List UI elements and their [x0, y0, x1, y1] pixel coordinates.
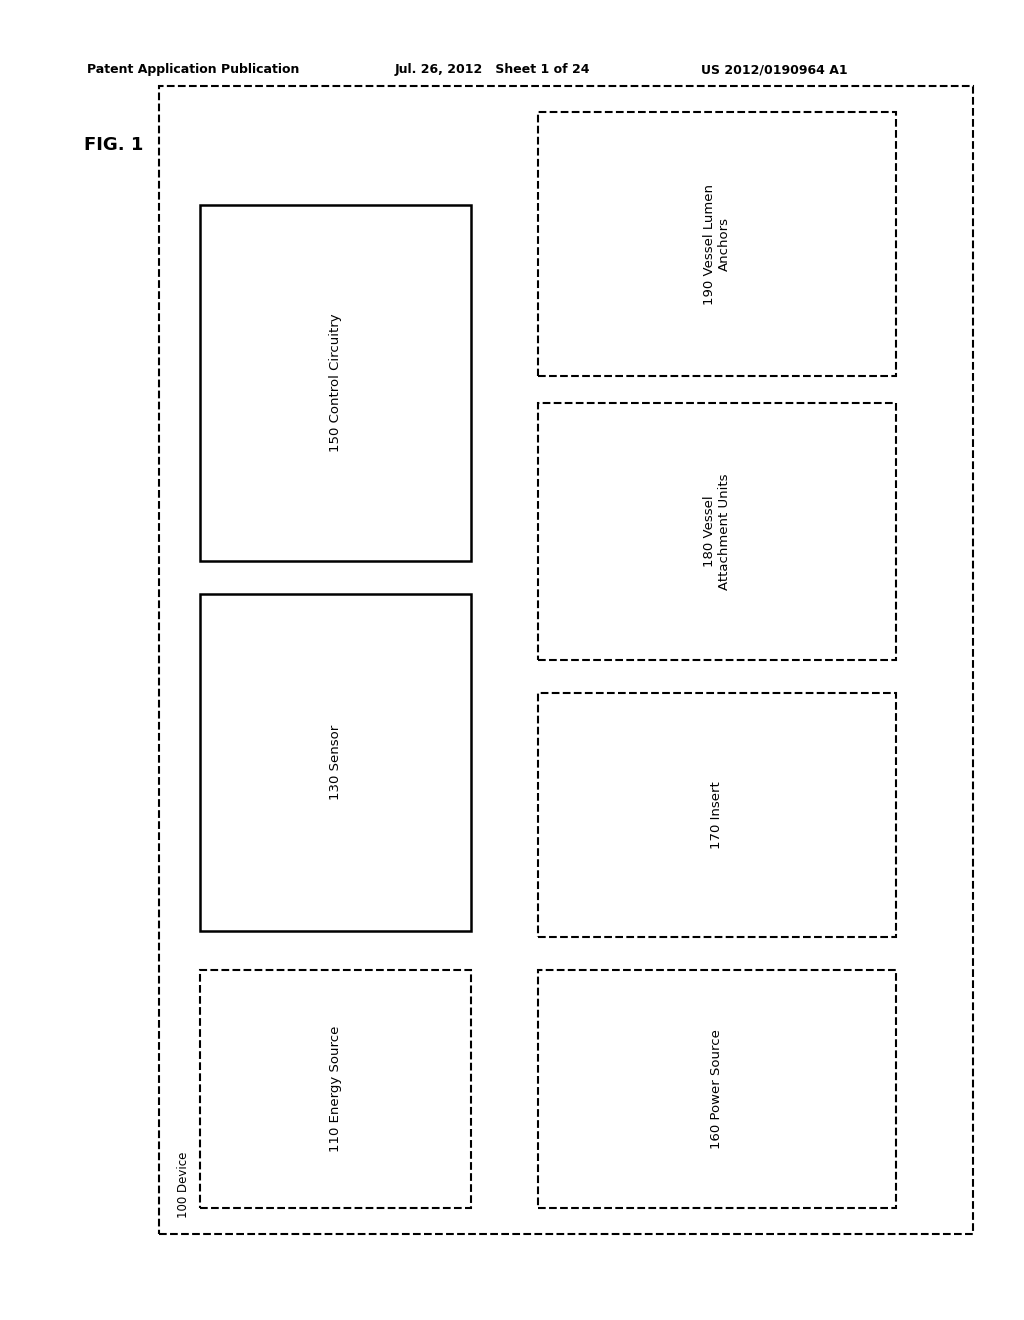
Text: FIG. 1: FIG. 1: [84, 136, 143, 154]
Text: 180 Vessel
Attachment Units: 180 Vessel Attachment Units: [702, 473, 731, 590]
Bar: [538, 403, 896, 660]
Text: Jul. 26, 2012   Sheet 1 of 24: Jul. 26, 2012 Sheet 1 of 24: [394, 63, 590, 77]
Text: 160 Power Source: 160 Power Source: [711, 1030, 723, 1148]
Bar: [538, 693, 896, 937]
Text: 150 Control Circuitry: 150 Control Circuitry: [329, 313, 342, 453]
Text: 110 Energy Source: 110 Energy Source: [329, 1026, 342, 1152]
Bar: [159, 86, 973, 1234]
Text: 170 Insert: 170 Insert: [711, 781, 723, 849]
Text: Patent Application Publication: Patent Application Publication: [87, 63, 299, 77]
Bar: [538, 970, 896, 1208]
Bar: [538, 112, 896, 376]
Bar: [200, 594, 471, 931]
Bar: [200, 205, 471, 561]
Text: 100 Device: 100 Device: [177, 1152, 190, 1218]
Text: US 2012/0190964 A1: US 2012/0190964 A1: [701, 63, 848, 77]
Bar: [200, 970, 471, 1208]
Text: 190 Vessel Lumen
Anchors: 190 Vessel Lumen Anchors: [702, 183, 731, 305]
Text: 130 Sensor: 130 Sensor: [329, 725, 342, 800]
